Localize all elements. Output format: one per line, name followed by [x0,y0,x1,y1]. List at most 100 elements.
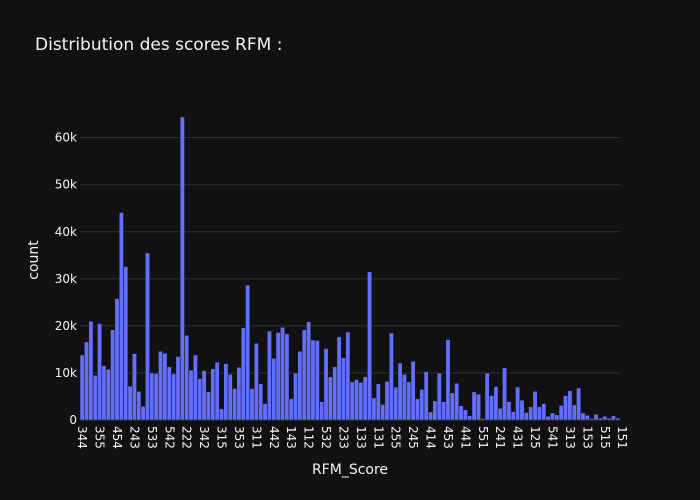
bar[interactable] [179,116,185,421]
bar[interactable] [410,360,416,421]
bar[interactable] [341,357,346,421]
bar[interactable] [210,368,216,421]
bar[interactable] [84,341,89,421]
bar[interactable] [397,362,403,421]
bar[interactable] [580,412,586,421]
bar[interactable] [480,418,486,421]
bar[interactable] [127,385,133,421]
bar[interactable] [101,365,107,421]
bar[interactable] [271,358,277,421]
bar[interactable] [602,415,608,421]
bar[interactable] [149,372,155,421]
bar[interactable] [510,411,516,421]
bar[interactable] [136,391,142,421]
bar[interactable] [576,387,582,421]
bar[interactable] [249,388,255,421]
bar[interactable] [554,414,560,421]
bar[interactable] [441,401,447,421]
bar[interactable] [558,405,564,421]
bar[interactable] [593,414,599,421]
bar[interactable] [314,340,320,421]
bar[interactable] [79,354,85,421]
bar[interactable] [118,212,124,421]
bar[interactable] [336,336,342,421]
bar[interactable] [532,391,538,421]
bar[interactable] [197,378,203,421]
bar[interactable] [371,397,377,421]
bar[interactable] [349,381,355,421]
bar[interactable] [362,376,368,421]
bar[interactable] [206,391,211,421]
bar[interactable] [162,352,168,421]
bar[interactable] [88,320,94,421]
bar[interactable] [567,390,573,421]
bar[interactable] [597,417,603,421]
bar[interactable] [615,417,621,421]
bar[interactable] [476,393,481,421]
bar[interactable] [201,370,207,421]
bar[interactable] [358,382,364,421]
bar[interactable] [484,372,490,421]
bar[interactable] [110,329,116,421]
bar[interactable] [528,406,534,421]
bar[interactable] [436,372,442,421]
bar[interactable] [236,367,242,421]
bar[interactable] [375,383,381,421]
bar[interactable] [275,332,281,421]
bar[interactable] [319,401,325,421]
bar[interactable] [454,383,460,421]
bar[interactable] [550,412,555,421]
bar[interactable] [188,369,194,421]
bar[interactable] [402,374,407,421]
bar[interactable] [327,376,333,421]
bar[interactable] [545,415,551,421]
bar[interactable] [153,373,159,421]
bar[interactable] [489,395,494,421]
bar[interactable] [419,389,425,421]
bar[interactable] [423,371,429,421]
bar[interactable] [515,386,521,421]
bar[interactable] [380,404,386,421]
bar[interactable] [467,415,473,421]
bar[interactable] [611,415,616,421]
bar[interactable] [288,398,294,421]
bar[interactable] [415,398,420,421]
bar[interactable] [105,368,111,421]
bar[interactable] [175,356,181,421]
bar[interactable] [297,351,303,421]
bar[interactable] [262,403,268,421]
bar[interactable] [388,332,394,421]
bar[interactable] [184,335,190,421]
bar[interactable] [458,405,464,421]
bar[interactable] [523,412,529,421]
bar[interactable] [471,391,477,421]
bar[interactable] [306,321,312,421]
bar[interactable] [258,383,264,421]
bar[interactable] [367,271,373,421]
bar[interactable] [506,401,512,421]
bar[interactable] [354,379,359,421]
bar[interactable] [284,333,290,421]
bar[interactable] [232,388,238,421]
bar[interactable] [393,386,399,421]
bar[interactable] [449,392,455,421]
bar[interactable] [502,367,508,421]
bar[interactable] [97,323,103,421]
bar[interactable] [345,331,351,421]
bar[interactable] [132,353,137,421]
bar[interactable] [171,373,177,421]
bar[interactable] [267,330,272,421]
bar[interactable] [253,343,259,421]
bar[interactable] [227,374,233,421]
bar[interactable] [114,298,120,421]
bar[interactable] [219,408,224,421]
bar[interactable] [158,351,163,421]
bar[interactable] [445,339,451,421]
bar[interactable] [140,406,146,421]
bar[interactable] [332,366,338,421]
bar[interactable] [519,399,525,421]
bar[interactable] [563,395,568,421]
bar[interactable] [589,418,595,421]
bar[interactable] [214,361,220,421]
bar[interactable] [428,411,433,421]
